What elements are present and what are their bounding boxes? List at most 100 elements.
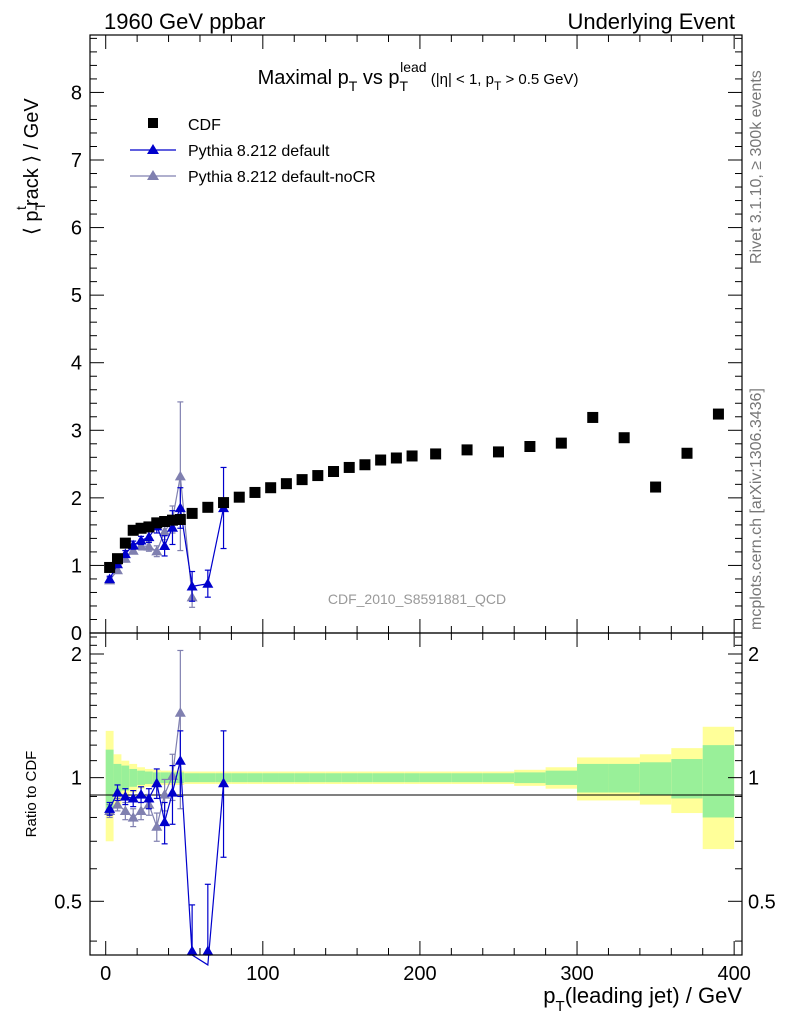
cdf-data-point	[249, 486, 261, 498]
pythia-default-point	[174, 502, 186, 513]
x-tick-label: 0	[100, 963, 111, 985]
ratio-tick-label-left: 2	[71, 644, 82, 666]
ratio-default-point	[111, 787, 123, 797]
legend-label-nocr: Pythia 8.212 default-noCR	[188, 169, 376, 186]
ratio-band-inner	[325, 773, 342, 783]
ratio-tick-label-right: 1	[748, 768, 759, 790]
cdf-data-point	[159, 516, 171, 528]
ratio-band-inner	[419, 773, 452, 783]
ratio-nocr-point	[174, 707, 186, 717]
ratio-band-inner	[121, 765, 130, 791]
pythia-nocr-point	[143, 541, 155, 551]
pythia-nocr-point	[159, 526, 171, 536]
cdf-data-point	[712, 408, 724, 420]
ratio-band-inner	[608, 763, 640, 793]
ratio-band-inner	[199, 773, 216, 783]
ratio-band-inner	[357, 773, 373, 783]
legend: CDF Pythia 8.212 default Pythia 8.212 de…	[130, 117, 376, 186]
cdf-data-point	[104, 561, 116, 573]
main-plot-panel: CDF_2010_S8591881_QCD Maximal pT vs pTle…	[71, 34, 743, 645]
pythia-default-point	[159, 540, 171, 550]
legend-marker-cdf	[148, 118, 158, 128]
ratio-default-point	[127, 792, 139, 803]
cdf-data-point	[233, 491, 245, 503]
ratio-default-point	[186, 945, 198, 956]
pythia-default-point	[186, 580, 198, 591]
ratio-band-inner	[160, 772, 169, 784]
ratio-band-inner	[231, 773, 248, 783]
ratio-band-inner	[577, 763, 609, 793]
y-tick-label: 8	[71, 82, 82, 104]
header-left: 1960 GeV ppbar	[104, 9, 265, 34]
ratio-band-inner	[113, 763, 122, 793]
cdf-data-point	[111, 553, 123, 565]
ratio-default-point	[104, 803, 116, 813]
cdf-data-point	[218, 497, 230, 509]
pythia-nocr-point	[135, 540, 147, 550]
ratio-default-point	[218, 777, 230, 788]
ratio-nocr-point	[127, 811, 139, 822]
ratio-nocr-point	[119, 805, 131, 816]
ratio-tick-label-left: 0.5	[54, 891, 82, 913]
pythia-default-point	[202, 578, 214, 588]
legend-marker-default	[147, 144, 159, 154]
ratio-band-inner	[137, 770, 145, 785]
ratio-tick-label-right: 2	[748, 644, 759, 666]
cdf-data-point	[587, 411, 599, 423]
cdf-data-point	[359, 459, 371, 471]
ratio-default-point	[135, 788, 147, 799]
ratio-band-inner	[451, 773, 483, 783]
watermark: CDF_2010_S8591881_QCD	[328, 591, 506, 607]
ratio-nocr-point	[151, 821, 163, 831]
ratio-band-inner	[671, 759, 703, 799]
ratio-band-inner	[404, 773, 420, 783]
ratio-default-point	[143, 792, 155, 803]
ratio-nocr-point	[159, 788, 171, 799]
cdf-data-point	[296, 474, 308, 486]
cdf-data-point	[328, 466, 340, 478]
ratio-band-inner	[105, 749, 114, 811]
ratio-band-inner	[388, 773, 405, 783]
cdf-data-point	[343, 461, 355, 473]
cdf-data-point	[524, 441, 536, 453]
ratio-band-inner	[514, 772, 546, 784]
cdf-data-point	[174, 513, 186, 525]
cdf-data-point	[681, 447, 693, 459]
ratio-band-inner	[372, 773, 389, 783]
ratio-band-inner	[144, 771, 153, 785]
pythia-nocr-point	[127, 545, 139, 555]
x-tick-label: 100	[246, 963, 279, 985]
ratio-band-inner	[184, 773, 200, 783]
ratio-default-point	[159, 816, 171, 827]
y-tick-label: 4	[71, 353, 82, 375]
pythia-nocr-point	[174, 470, 186, 481]
cdf-data-point	[375, 454, 387, 466]
ratio-y-axis-label: Ratio to CDF	[23, 751, 40, 838]
ratio-band-inner	[247, 773, 263, 783]
y-tick-label: 2	[71, 488, 82, 510]
ratio-band-inner	[309, 773, 326, 783]
cdf-data-point	[135, 522, 147, 534]
y-tick-label: 1	[71, 555, 82, 577]
cdf-data-point	[166, 514, 178, 526]
pythia-default-point	[135, 534, 147, 545]
cdf-data-point	[312, 470, 324, 482]
ratio-band-inner	[294, 773, 310, 783]
ratio-band-inner	[639, 762, 672, 795]
cdf-data-point	[143, 521, 155, 533]
cdf-data-point	[390, 452, 402, 464]
pythia-default-point	[143, 531, 155, 542]
ratio-default-point	[119, 790, 131, 801]
ratio-frame	[89, 632, 743, 956]
cdf-data-point	[265, 482, 277, 494]
ratio-default-point	[151, 777, 163, 788]
cdf-data-point	[406, 450, 418, 462]
x-tick-label: 400	[717, 963, 750, 985]
ratio-band-inner	[129, 768, 138, 787]
y-tick-label: 3	[71, 420, 82, 442]
pythia-nocr-point	[151, 545, 163, 556]
x-axis-label: pT(leading jet) / GeV	[543, 983, 742, 1015]
y-tick-label: 0	[71, 623, 82, 645]
legend-label-default: Pythia 8.212 default	[188, 143, 330, 160]
